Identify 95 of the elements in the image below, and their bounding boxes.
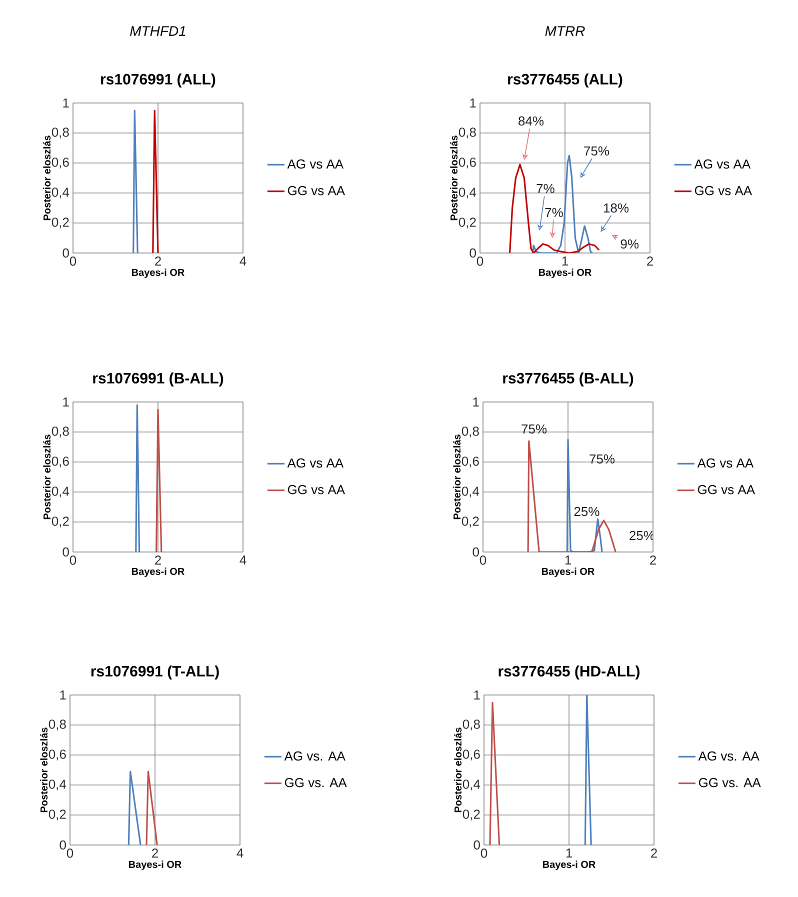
- x-tick-label: 1: [562, 256, 568, 266]
- annotation: 25%: [574, 506, 600, 516]
- legend-label: AG vs AA: [697, 458, 754, 468]
- y-tick-label: 1: [470, 98, 476, 108]
- line-series: [508, 164, 600, 254]
- legend-label: AG vs. AA: [698, 751, 760, 761]
- y-tick-label: 0,2: [458, 218, 476, 228]
- legend-label: GG vs. AA: [698, 778, 761, 788]
- x-tick-label: 2: [650, 556, 656, 565]
- x-axis-title: Bayes-i OR: [132, 568, 184, 577]
- y-tick-label: 0: [60, 840, 66, 850]
- annotation: 9%: [620, 239, 639, 249]
- y-tick-label: 0,2: [462, 516, 479, 528]
- annotation: 7%: [545, 208, 563, 218]
- x-axis-title: Bayes-i OR: [132, 268, 184, 278]
- annotation: 84%: [518, 116, 544, 126]
- annotation: 18%: [604, 203, 629, 213]
- y-axis-title: Posterior eloszlás: [43, 434, 51, 520]
- y-tick-label: 1: [63, 398, 69, 406]
- legend-label: GG vs AA: [694, 186, 752, 196]
- y-tick-label: 0,6: [458, 158, 476, 168]
- y-tick-label: 0,4: [48, 780, 66, 790]
- y-tick-label: 0,8: [462, 720, 480, 730]
- legend-label: GG vs AA: [288, 485, 346, 494]
- x-tick-label: 1: [565, 556, 571, 564]
- chart-subtitle: MTHFD1: [130, 26, 186, 36]
- chart-title: rs1076991 (B-ALL): [93, 372, 224, 386]
- x-tick-label: 2: [651, 848, 657, 858]
- x-tick-label: 2: [155, 556, 161, 565]
- y-tick-label: 0: [472, 547, 479, 557]
- chart-title: rs3776455 (HD-ALL): [498, 665, 640, 680]
- x-tick-label: 2: [647, 256, 653, 266]
- y-tick-label: 0,8: [52, 426, 69, 438]
- annotation: 75%: [590, 454, 615, 464]
- y-axis-title: Posterior eloszlás: [450, 136, 458, 220]
- y-tick-label: 0,8: [458, 128, 476, 138]
- x-axis-title: Bayes-i OR: [543, 860, 596, 870]
- x-tick-label: 4: [236, 848, 244, 858]
- x-axis-title: Bayes-i OR: [539, 268, 592, 278]
- x-tick-label: 0: [480, 556, 486, 565]
- y-tick-label: 0: [62, 547, 69, 557]
- x-tick-label: 0: [70, 556, 76, 565]
- annotation: 7%: [536, 184, 554, 194]
- y-tick-label: 0,2: [48, 810, 66, 820]
- y-tick-label: 0,2: [52, 218, 69, 228]
- y-tick-label: 1: [60, 690, 66, 700]
- legend-label: AG vs AA: [287, 458, 344, 468]
- legend-label: GG vs AA: [698, 485, 756, 494]
- y-tick-label: 0,4: [462, 780, 480, 790]
- legend-label: GG vs. AA: [284, 778, 347, 788]
- x-tick-label: 4: [240, 256, 246, 266]
- y-tick-label: 0: [62, 248, 69, 258]
- y-tick-label: 0,8: [48, 720, 66, 730]
- y-axis-title: Posterior eloszlás: [453, 434, 461, 520]
- y-tick-label: 0: [474, 840, 480, 850]
- chart-title: rs3776455 (ALL): [508, 73, 622, 88]
- y-tick-label: 0,4: [52, 486, 70, 498]
- y-tick-label: 1: [63, 98, 69, 108]
- annotation: 75%: [584, 146, 610, 156]
- y-tick-label: 0: [470, 248, 476, 258]
- x-axis-title: Bayes-i OR: [542, 568, 594, 577]
- chart-subtitle: MTRR: [545, 26, 585, 36]
- y-tick-label: 0,4: [52, 188, 70, 198]
- y-tick-label: 0,4: [462, 486, 480, 498]
- y-tick-label: 0,8: [462, 426, 479, 438]
- y-tick-label: 1: [474, 690, 480, 700]
- annotation: 75%: [522, 424, 547, 434]
- y-tick-label: 0,8: [52, 128, 69, 138]
- y-axis-title: Posterior eloszlás: [40, 728, 48, 812]
- x-axis-title: Bayes-i OR: [128, 860, 182, 870]
- y-tick-label: 0,6: [462, 456, 479, 468]
- y-tick-label: 1: [473, 398, 479, 406]
- chart-title: rs1076991 (T-ALL): [91, 665, 219, 680]
- line-series: [532, 154, 594, 254]
- y-tick-label: 0,6: [462, 750, 480, 760]
- y-axis-title: Posterior eloszlás: [43, 136, 51, 220]
- x-tick-label: 4: [240, 556, 246, 564]
- chart-title: rs1076991 (ALL): [101, 73, 216, 88]
- x-tick-label: 2: [155, 256, 161, 266]
- legend-label: AG vs AA: [694, 159, 751, 169]
- x-tick-label: 1: [566, 848, 572, 858]
- y-tick-label: 0,4: [458, 188, 476, 198]
- y-tick-label: 0,2: [52, 516, 69, 528]
- legend-label: AG vs AA: [287, 159, 344, 169]
- x-tick-label: 0: [480, 848, 488, 858]
- legend-label: AG vs. AA: [284, 751, 346, 761]
- y-axis-title: Posterior eloszlás: [454, 728, 462, 812]
- y-tick-label: 0,6: [52, 158, 69, 168]
- y-tick-label: 0,6: [52, 456, 69, 468]
- legend-label: GG vs AA: [288, 186, 346, 196]
- y-tick-label: 0,2: [462, 810, 480, 820]
- x-tick-label: 2: [152, 848, 158, 858]
- y-tick-label: 0,6: [48, 750, 66, 760]
- x-tick-label: 0: [70, 256, 76, 266]
- chart-title: rs3776455 (B-ALL): [503, 372, 634, 386]
